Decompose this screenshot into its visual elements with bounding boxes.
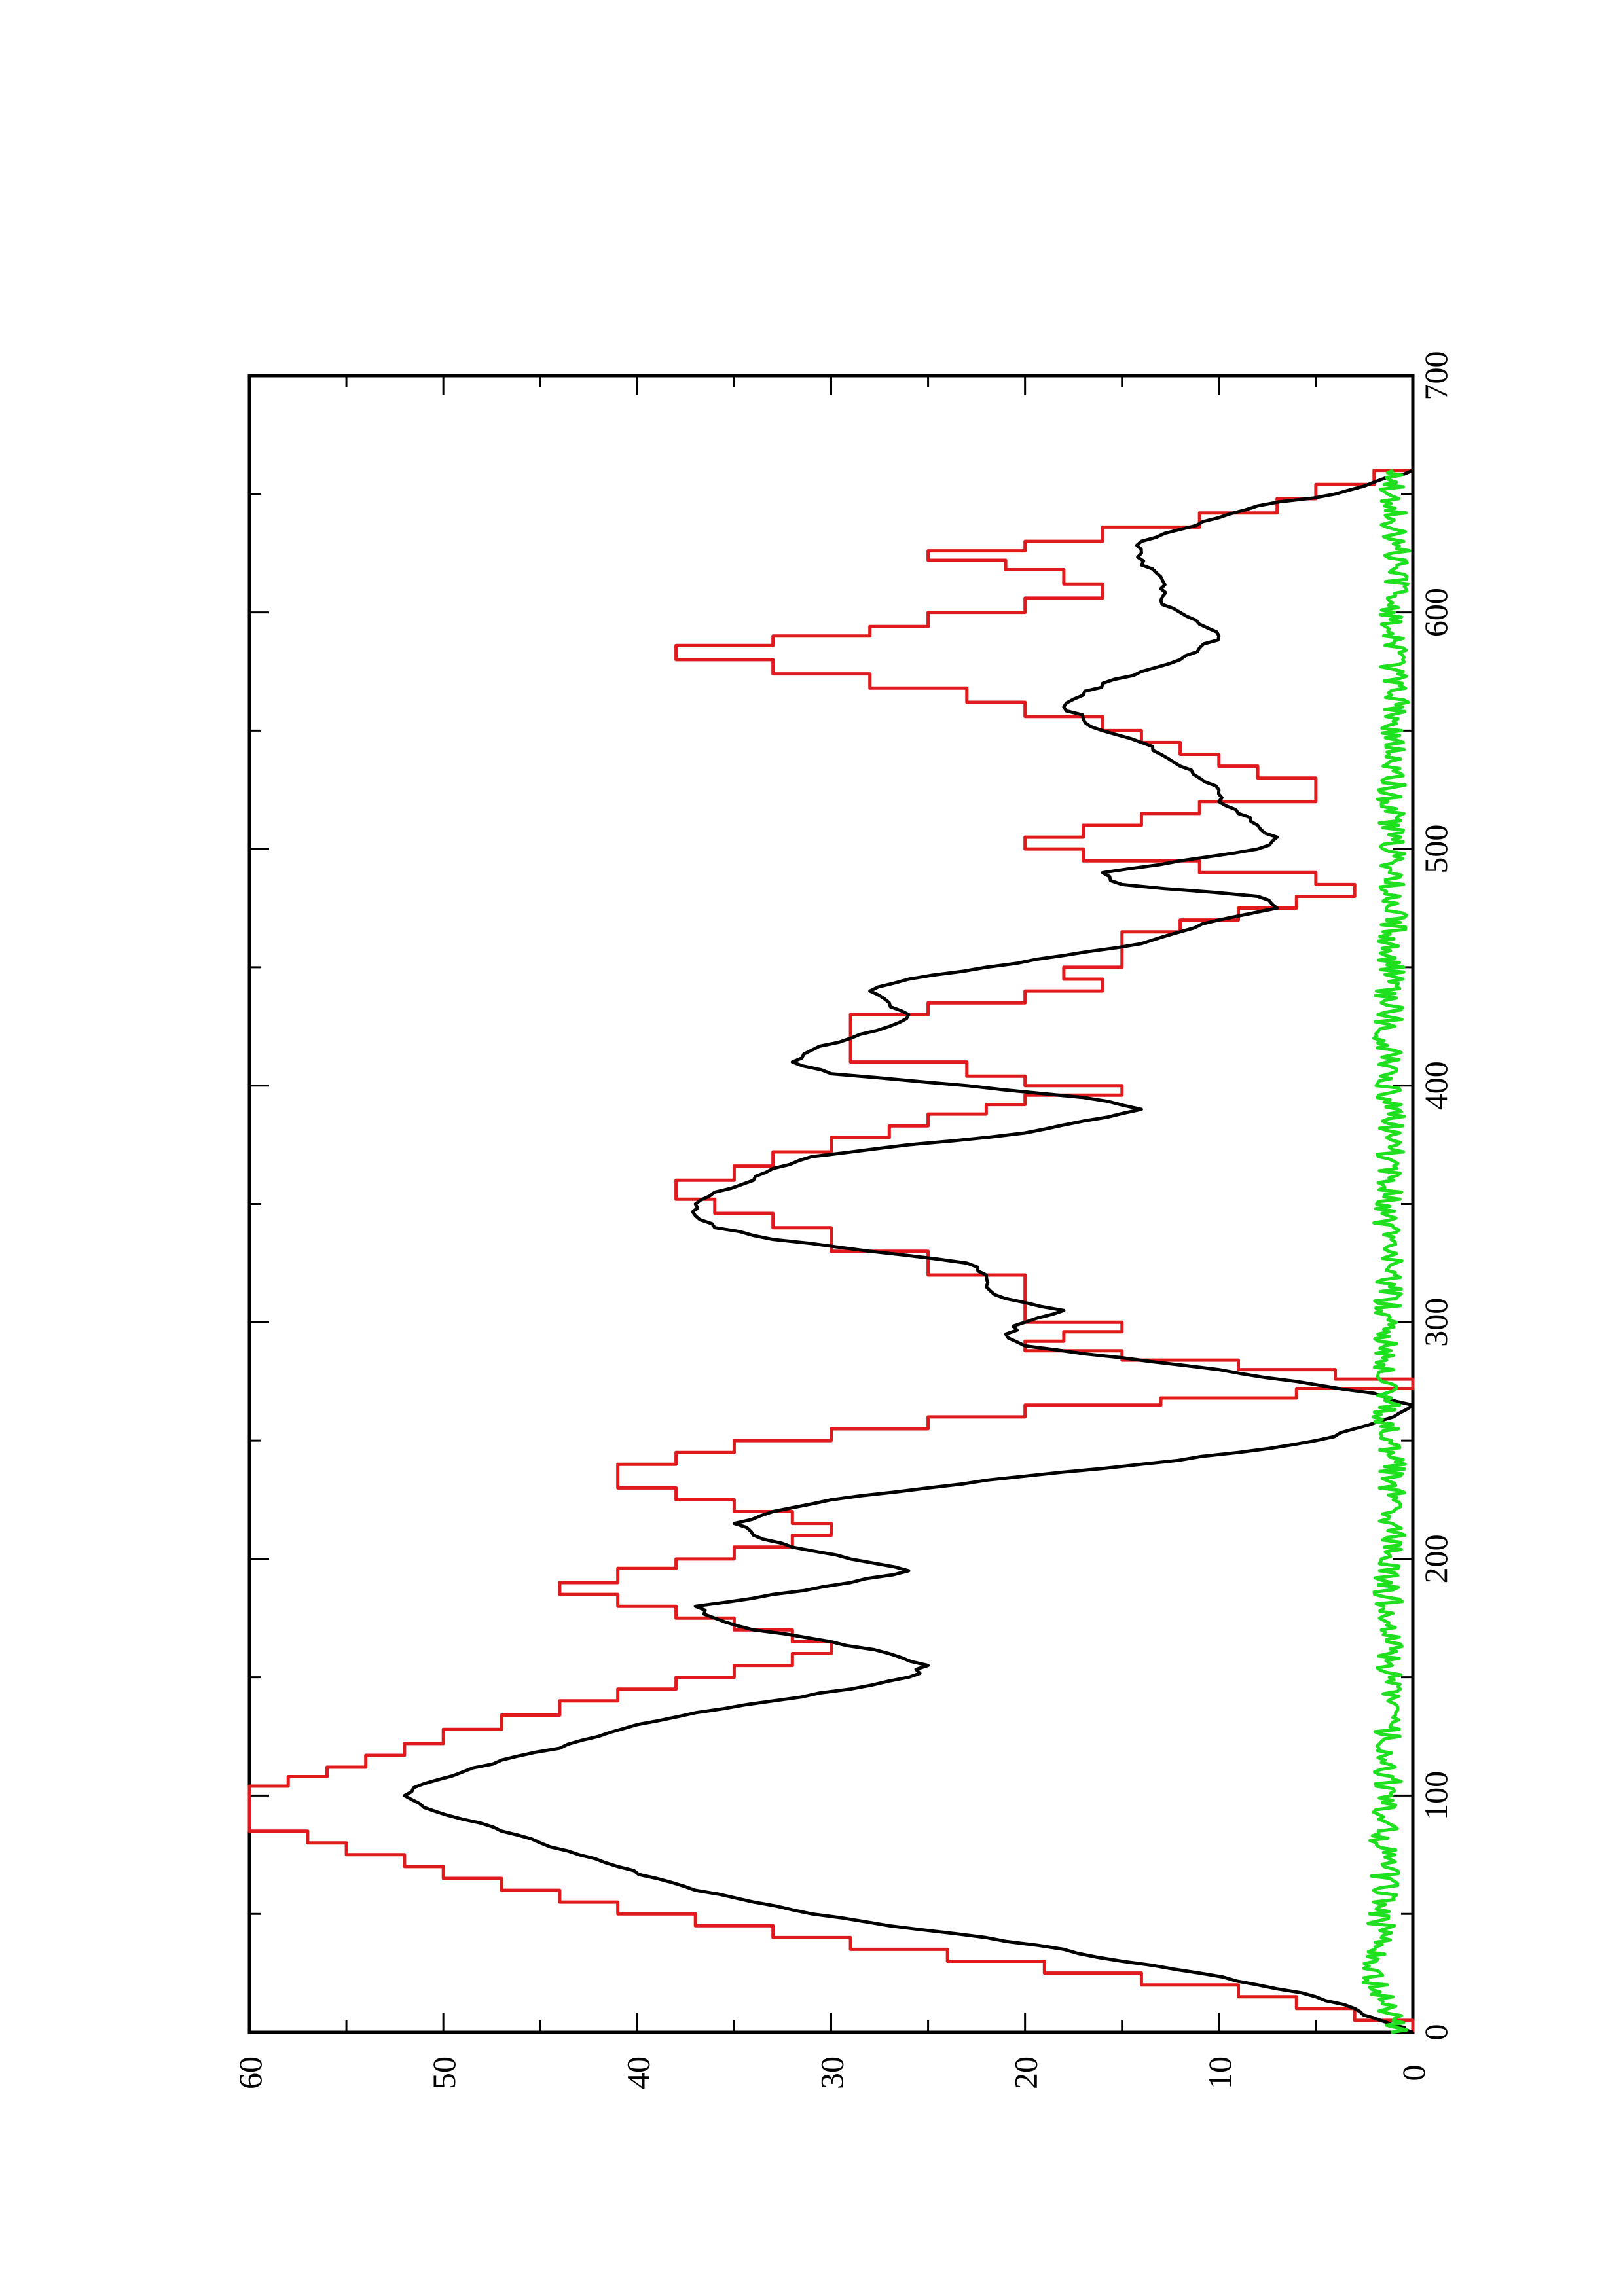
x-tick-label: 600 — [1417, 588, 1454, 637]
y-tick-label: 30 — [814, 2056, 850, 2089]
x-tick-label: 200 — [1417, 1534, 1454, 1583]
tick-labels: 0 100 200 300 400 500 600 700 0 10 20 30 40 50 60 — [232, 351, 1454, 2090]
y-tick-label: 20 — [1008, 2056, 1044, 2089]
y-tick-label: 50 — [426, 2056, 462, 2089]
series-line-3 — [1361, 469, 1412, 2034]
y-tick-label: 40 — [619, 2056, 656, 2089]
y-tick-label: 60 — [232, 2056, 268, 2089]
y-tick-label: 10 — [1201, 2056, 1238, 2089]
series-line-1 — [247, 469, 1415, 2032]
x-tick-label: 700 — [1417, 351, 1454, 401]
x-tick-label: 100 — [1417, 1771, 1454, 1820]
series-lines — [247, 469, 1415, 2034]
axis-ticks — [248, 374, 1414, 2034]
x-tick-label: 500 — [1417, 825, 1454, 874]
series-line-2 — [403, 469, 1415, 2034]
x-tick-label: 300 — [1417, 1298, 1454, 1347]
x-tick-label: 400 — [1417, 1061, 1454, 1110]
y-tick-label: 0 — [1395, 2065, 1432, 2081]
x-tick-label: 0 — [1417, 2024, 1454, 2041]
